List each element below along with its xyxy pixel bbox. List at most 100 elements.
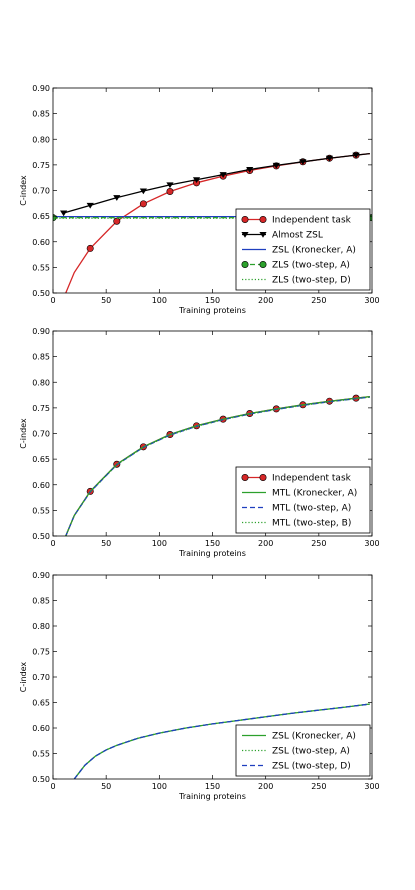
y-tick-label: 0.75 [32, 161, 50, 170]
y-tick-label: 0.50 [32, 775, 50, 784]
chart-panel-2: 0 50 100 150 200 250 300 0.50 0.55 0.60 0.65 0.70 0.… [19, 327, 380, 558]
y-tick-label: 0.75 [32, 648, 50, 657]
y-axis-label: C-index [19, 175, 28, 206]
legend-label: ZSL (two-step, A) [272, 747, 350, 757]
y-tick-label: 0.60 [32, 481, 50, 490]
y-tick-label: 0.55 [32, 750, 50, 759]
x-tick-label: 300 [364, 782, 379, 791]
y-tick-label: 0.80 [32, 622, 50, 631]
legend-label: ZLS (two-step, A) [272, 261, 350, 271]
legend-label: MTL (two-step, B) [272, 519, 351, 529]
series-2-point [325, 155, 334, 162]
legend: Independent task Almost ZSL ZSL (Kronecker… [235, 208, 371, 291]
series-2-point [219, 172, 227, 178]
y-tick-label: 0.85 [32, 110, 50, 119]
legend-marker [241, 216, 249, 224]
y-tick-label: 0.55 [32, 263, 50, 272]
legend-marker [259, 473, 267, 481]
chart-panel-3: 0 50 100 150 200 250 300 0.50 0.55 0.60 0.65 0.70 0.… [19, 571, 380, 801]
series-2-point [60, 210, 68, 217]
x-tick-label: 200 [258, 782, 273, 791]
y-tick-label: 0.85 [32, 353, 50, 362]
x-tick-label: 100 [152, 296, 167, 305]
series-2-point [272, 162, 280, 169]
legend-label: ZLS (two-step, D) [272, 276, 351, 286]
plot-area [73, 703, 370, 779]
legend: ZSL (Kronecker, A) ZSL (two-step, A) ZSL (… [235, 724, 371, 777]
x-tick-label: 0 [50, 296, 55, 305]
y-tick-label: 0.70 [32, 430, 50, 439]
y-tick-label: 0.85 [32, 597, 50, 606]
legend-label: MTL (two-step, A) [272, 504, 351, 514]
x-tick-label: 100 [152, 539, 167, 548]
legend: Independent task MTL (Kronecker, A) MTL (t… [235, 466, 371, 534]
series-2-point [352, 152, 360, 159]
x-axis-label: Training proteins [178, 792, 246, 801]
series-1-point [86, 244, 94, 252]
x-tick-label: 100 [152, 782, 167, 791]
y-tick-label: 0.90 [32, 84, 50, 93]
y-tick-label: 0.65 [32, 699, 50, 708]
y-tick-label: 0.60 [32, 724, 50, 733]
series-line-3 [73, 703, 370, 779]
legend-label: Almost ZSL [272, 231, 323, 241]
series-1-point [113, 217, 121, 225]
legend-label: ZSL (two-step, D) [272, 762, 351, 772]
legend-label: MTL (Kronecker, A) [272, 489, 357, 499]
y-axis-label: C-index [19, 662, 28, 693]
x-tick-label: 250 [311, 782, 326, 791]
series-2-point [299, 159, 307, 166]
legend-marker [241, 231, 249, 238]
y-tick-label: 0.75 [32, 404, 50, 413]
legend-marker [259, 216, 267, 224]
x-tick-label: 300 [364, 539, 379, 548]
series-2-point [166, 182, 174, 189]
legend-marker [259, 231, 267, 238]
y-tick-label: 0.60 [32, 238, 50, 247]
x-tick-label: 250 [311, 539, 326, 548]
x-tick-label: 0 [50, 539, 55, 548]
x-tick-label: 150 [205, 296, 220, 305]
legend-label: ZSL (Kronecker, A) [272, 246, 356, 256]
y-tick-label: 0.50 [32, 532, 50, 541]
x-tick-label: 300 [364, 296, 379, 305]
x-tick-label: 250 [311, 296, 326, 305]
y-tick-label: 0.90 [32, 327, 50, 336]
legend-marker [259, 260, 267, 268]
y-tick-label: 0.70 [32, 673, 50, 682]
x-tick-label: 150 [205, 539, 220, 548]
series-line-3 [65, 396, 370, 536]
y-tick-label: 0.80 [32, 135, 50, 144]
x-tick-label: 150 [205, 782, 220, 791]
y-tick-label: 0.90 [32, 571, 50, 580]
series-1-point [166, 188, 174, 196]
series-2-point [113, 195, 121, 201]
y-tick-label: 0.80 [32, 378, 50, 387]
x-tick-label: 200 [258, 539, 273, 548]
x-axis-label: Training proteins [178, 549, 246, 558]
y-axis-label: C-index [19, 418, 28, 449]
legend-marker [241, 473, 249, 481]
legend-label: Independent task [272, 474, 352, 484]
series-2-point [192, 177, 201, 183]
x-tick-label: 50 [101, 539, 111, 548]
y-tick-label: 0.50 [32, 289, 50, 298]
series-1-point [139, 200, 147, 208]
series-2-point [139, 188, 147, 195]
x-tick-label: 50 [101, 782, 111, 791]
y-tick-label: 0.70 [32, 187, 50, 196]
x-tick-label: 50 [101, 296, 111, 305]
legend-label: ZSL (Kronecker, A) [272, 732, 356, 742]
chart-panel-1: 0 50 100 150 200 250 300 0.50 0.55 0.60 0.65 0.70 0.… [19, 84, 380, 315]
legend-label: Independent task [272, 216, 352, 226]
x-axis-label: Training proteins [178, 306, 246, 315]
series-2-point [86, 202, 94, 209]
y-tick-label: 0.65 [32, 212, 50, 221]
plot-area [65, 394, 370, 536]
series-line-2 [63, 152, 370, 214]
x-tick-label: 0 [50, 782, 55, 791]
x-tick-label: 200 [258, 296, 273, 305]
y-tick-label: 0.65 [32, 455, 50, 464]
legend-marker [241, 260, 249, 268]
